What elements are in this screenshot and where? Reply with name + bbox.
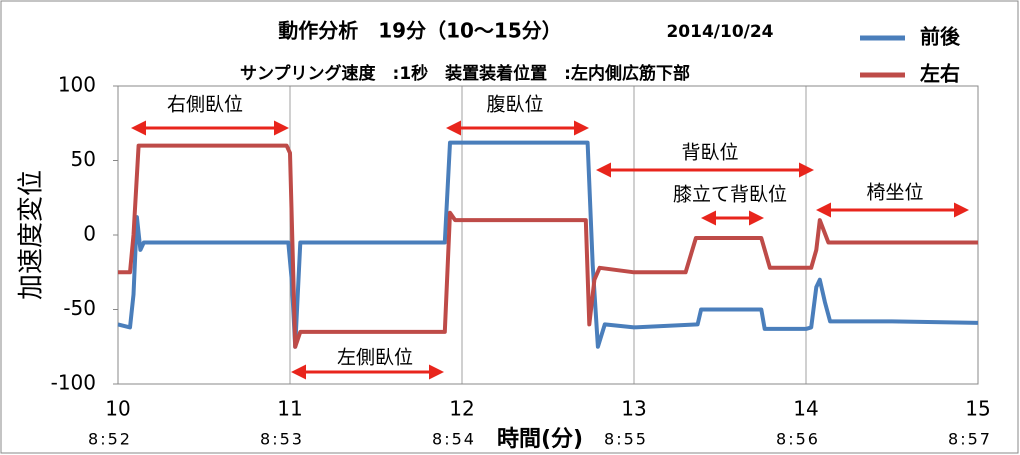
annotation-label: 腹臥位 — [486, 94, 543, 116]
annotation-label: 背臥位 — [681, 142, 738, 164]
legend-label: 前後 — [920, 25, 961, 49]
plot-border — [117, 85, 979, 385]
x-axis-label: 時間(分) — [497, 427, 583, 452]
y-axis-label: 加速度変位 — [17, 170, 47, 300]
legend-label: 左右 — [920, 62, 960, 86]
x-sub-label: 8:53 — [260, 430, 304, 449]
x-sub-label: 8:54 — [432, 430, 476, 449]
x-sub-label: 8:52 — [88, 430, 132, 449]
y-tick-label: -50 — [63, 296, 96, 320]
data-line — [118, 143, 978, 349]
annotation-label: 椅坐位 — [866, 182, 923, 204]
x-tick-label: 15 — [965, 397, 990, 421]
y-tick-label: 50 — [71, 147, 96, 171]
x-tick-label: 11 — [277, 397, 302, 421]
chart-subtitle: サンプリング速度 :1秒 装置装着位置 :左内側広筋下部 — [240, 63, 690, 84]
x-tick-label: 14 — [793, 397, 818, 421]
y-tick-label: 0 — [83, 222, 96, 246]
y-tick-label: -100 — [51, 371, 96, 395]
y-tick-label: 100 — [58, 73, 96, 97]
x-sub-label: 8:57 — [948, 430, 992, 449]
x-sub-label: 8:55 — [604, 430, 648, 449]
x-sub-label: 8:56 — [776, 430, 820, 449]
annotation-label: 左側臥位 — [337, 347, 413, 369]
x-tick-label: 12 — [449, 397, 474, 421]
chart-date: 2014/10/24 — [666, 22, 773, 42]
x-tick-label: 13 — [621, 397, 646, 421]
annotation-label: 膝立て背臥位 — [673, 184, 787, 206]
chart-title: 動作分析 19分（10～15分） — [278, 19, 562, 43]
data-line — [117, 140, 979, 349]
annotation-label: 右側臥位 — [167, 94, 243, 116]
x-tick-label: 10 — [105, 397, 130, 421]
